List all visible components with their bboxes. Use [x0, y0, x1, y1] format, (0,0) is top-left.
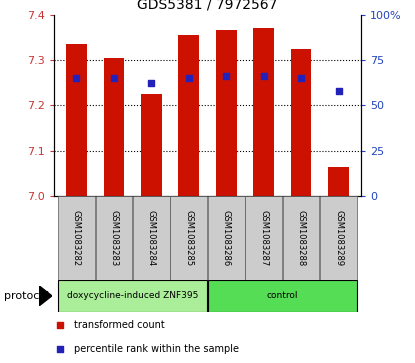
Bar: [178, 35, 199, 196]
Point: [186, 75, 192, 81]
Text: GSM1083284: GSM1083284: [147, 210, 156, 266]
Bar: [104, 58, 124, 196]
Text: GSM1083288: GSM1083288: [297, 210, 305, 266]
Text: doxycycline-induced ZNF395: doxycycline-induced ZNF395: [67, 291, 198, 300]
Bar: [208, 196, 244, 280]
Point: [223, 73, 229, 79]
Text: protocol: protocol: [4, 291, 49, 301]
Text: GSM1083282: GSM1083282: [72, 210, 81, 266]
Polygon shape: [39, 286, 52, 306]
Point: [260, 73, 267, 79]
Bar: [66, 44, 87, 196]
Bar: [254, 28, 274, 196]
Point: [73, 75, 80, 81]
Bar: [208, 280, 357, 311]
Bar: [133, 196, 170, 280]
Bar: [283, 196, 320, 280]
Bar: [291, 49, 311, 196]
Point: [148, 81, 155, 86]
Point: [57, 346, 63, 352]
Text: GSM1083286: GSM1083286: [222, 210, 231, 266]
Point: [298, 75, 305, 81]
Text: GSM1083285: GSM1083285: [184, 210, 193, 266]
Bar: [58, 280, 207, 311]
Text: GSM1083283: GSM1083283: [110, 210, 118, 266]
Point: [335, 88, 342, 94]
Bar: [216, 30, 237, 196]
Bar: [58, 196, 95, 280]
Text: percentile rank within the sample: percentile rank within the sample: [74, 344, 239, 354]
Point: [110, 75, 117, 81]
Point: [57, 322, 63, 328]
Text: GSM1083287: GSM1083287: [259, 210, 268, 266]
Bar: [245, 196, 282, 280]
Bar: [95, 196, 132, 280]
Bar: [141, 94, 161, 196]
Text: GSM1083289: GSM1083289: [334, 210, 343, 266]
Title: GDS5381 / 7972567: GDS5381 / 7972567: [137, 0, 278, 12]
Text: transformed count: transformed count: [74, 321, 165, 330]
Text: control: control: [267, 291, 298, 300]
Bar: [320, 196, 357, 280]
Bar: [171, 196, 207, 280]
Bar: [328, 167, 349, 196]
